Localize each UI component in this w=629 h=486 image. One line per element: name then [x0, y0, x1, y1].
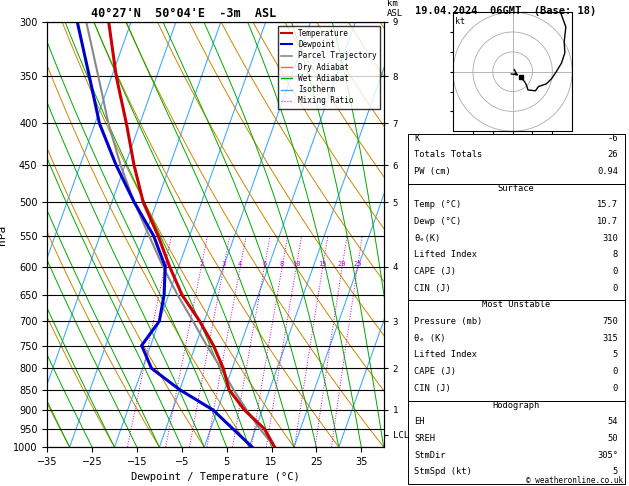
- Text: 6: 6: [262, 261, 267, 267]
- Text: Most Unstable: Most Unstable: [482, 300, 550, 310]
- Text: 10: 10: [292, 261, 301, 267]
- Text: 5: 5: [613, 350, 618, 360]
- Text: θₑ(K): θₑ(K): [414, 234, 440, 243]
- Text: 1: 1: [163, 261, 167, 267]
- Text: 310: 310: [603, 234, 618, 243]
- Text: 0: 0: [613, 384, 618, 393]
- Text: © weatheronline.co.uk: © weatheronline.co.uk: [526, 475, 623, 485]
- Text: 4: 4: [238, 261, 242, 267]
- Text: 315: 315: [603, 334, 618, 343]
- Text: Lifted Index: Lifted Index: [414, 350, 477, 360]
- Text: CAPE (J): CAPE (J): [414, 267, 456, 276]
- Text: PW (cm): PW (cm): [414, 167, 451, 176]
- Text: km
ASL: km ASL: [387, 0, 403, 17]
- Text: Totals Totals: Totals Totals: [414, 150, 482, 159]
- Text: 15: 15: [318, 261, 327, 267]
- Text: 10.7: 10.7: [597, 217, 618, 226]
- Text: 5: 5: [613, 467, 618, 476]
- Text: 2: 2: [199, 261, 203, 267]
- Text: CIN (J): CIN (J): [414, 284, 451, 293]
- Text: 3: 3: [221, 261, 226, 267]
- Text: kt: kt: [455, 17, 465, 26]
- Text: CAPE (J): CAPE (J): [414, 367, 456, 376]
- Text: 40°27'N  50°04'E  -3m  ASL: 40°27'N 50°04'E -3m ASL: [91, 7, 276, 20]
- Legend: Temperature, Dewpoint, Parcel Trajectory, Dry Adiabat, Wet Adiabat, Isotherm, Mi: Temperature, Dewpoint, Parcel Trajectory…: [277, 26, 380, 108]
- Text: Lifted Index: Lifted Index: [414, 250, 477, 260]
- Text: 8: 8: [280, 261, 284, 267]
- Text: 0: 0: [613, 367, 618, 376]
- Text: 20: 20: [338, 261, 347, 267]
- Y-axis label: hPa: hPa: [0, 225, 8, 244]
- Text: 0.94: 0.94: [597, 167, 618, 176]
- Text: StmDir: StmDir: [414, 451, 445, 460]
- Text: Dewp (°C): Dewp (°C): [414, 217, 461, 226]
- Text: Pressure (mb): Pressure (mb): [414, 317, 482, 326]
- Text: Hodograph: Hodograph: [493, 400, 540, 410]
- Text: 8: 8: [613, 250, 618, 260]
- Text: EH: EH: [414, 417, 425, 426]
- Text: SREH: SREH: [414, 434, 435, 443]
- Text: 19.04.2024  06GMT  (Base: 18): 19.04.2024 06GMT (Base: 18): [415, 6, 596, 17]
- Text: 0: 0: [613, 267, 618, 276]
- Text: 54: 54: [608, 417, 618, 426]
- Text: K: K: [414, 134, 420, 143]
- Text: -6: -6: [608, 134, 618, 143]
- Text: 15.7: 15.7: [597, 200, 618, 209]
- Text: StmSpd (kt): StmSpd (kt): [414, 467, 472, 476]
- Text: 305°: 305°: [597, 451, 618, 460]
- Text: Temp (°C): Temp (°C): [414, 200, 461, 209]
- Text: θₑ (K): θₑ (K): [414, 334, 445, 343]
- Text: 50: 50: [608, 434, 618, 443]
- Text: CIN (J): CIN (J): [414, 384, 451, 393]
- Text: Surface: Surface: [498, 184, 535, 192]
- Text: 0: 0: [613, 284, 618, 293]
- Text: 26: 26: [608, 150, 618, 159]
- Text: 25: 25: [353, 261, 362, 267]
- Text: 750: 750: [603, 317, 618, 326]
- X-axis label: Dewpoint / Temperature (°C): Dewpoint / Temperature (°C): [131, 472, 300, 483]
